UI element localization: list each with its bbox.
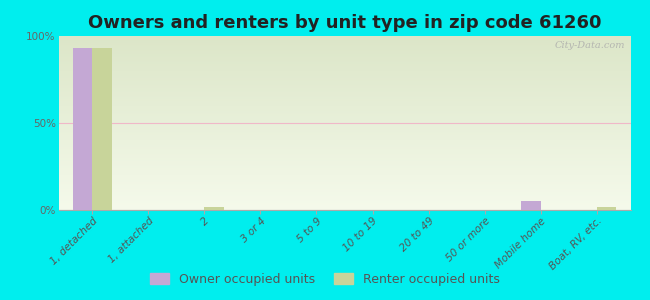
Bar <box>92 48 112 210</box>
Title: Owners and renters by unit type in zip code 61260: Owners and renters by unit type in zip c… <box>88 14 601 32</box>
Bar <box>521 201 541 210</box>
Text: City-Data.com: City-Data.com <box>554 41 625 50</box>
Legend: Owner occupied units, Renter occupied units: Owner occupied units, Renter occupied un… <box>146 268 504 291</box>
Bar <box>597 206 616 210</box>
Bar <box>204 206 224 210</box>
Bar <box>73 48 92 210</box>
